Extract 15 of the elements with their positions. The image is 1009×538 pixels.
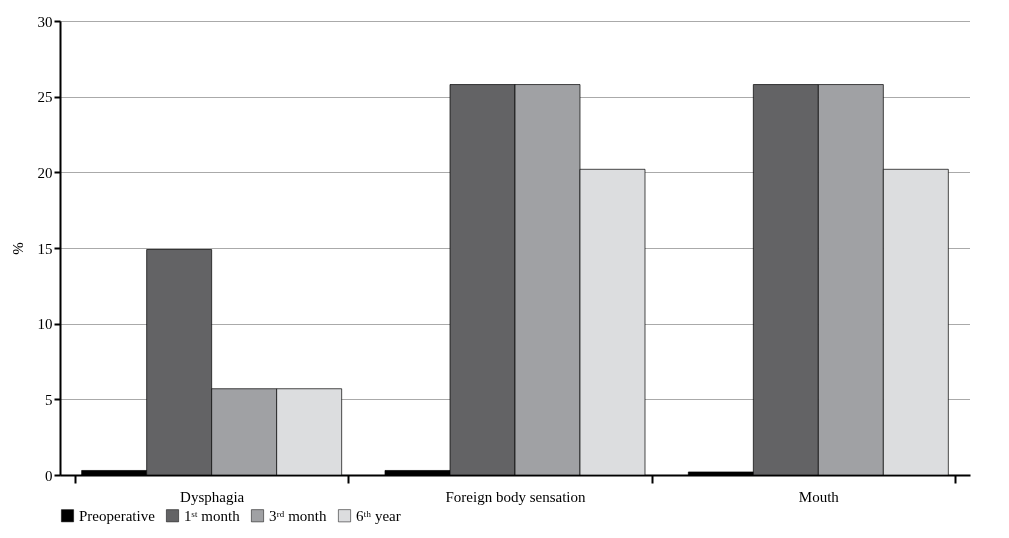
y-tick-label: 30 bbox=[37, 13, 53, 30]
y-tick-label: 15 bbox=[37, 240, 53, 257]
y-tick-label: 10 bbox=[37, 316, 53, 333]
y-tick-label: 0 bbox=[45, 467, 53, 484]
legend-label: 1ˢᵗ month bbox=[184, 507, 241, 524]
y-tick-label: 5 bbox=[45, 391, 53, 408]
x-tick-label: Dysphagia bbox=[180, 488, 245, 505]
y-tick-label: 20 bbox=[37, 164, 53, 181]
x-tick-label: Mouth bbox=[798, 488, 840, 505]
legend-label: 3ʳᵈ month bbox=[269, 507, 328, 524]
y-tick-label: 25 bbox=[37, 89, 53, 106]
y-axis-title: % bbox=[9, 242, 26, 255]
x-tick-label: Foreign body sensation bbox=[445, 488, 586, 505]
legend-label: Preoperative bbox=[79, 507, 156, 524]
legend-label: 6ᵗʰ year bbox=[356, 507, 401, 524]
